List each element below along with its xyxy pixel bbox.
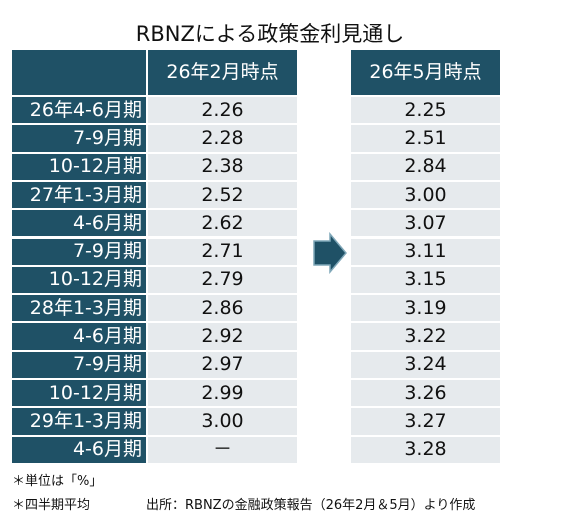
value-cell: 2.62 [148,210,297,237]
row-label: 7-9月期 [12,351,146,378]
row-label: 7-9月期 [12,238,146,265]
value-cell: 2.25 [351,97,500,124]
value-cell: 2.71 [148,238,297,265]
row-label: 7-9月期 [12,125,146,152]
value-cell: 3.27 [351,408,500,435]
value-cell: 2.51 [351,125,500,152]
source: 出所：RBNZの金融政策報告（26年2月＆5月）より作成 [146,498,476,513]
row-label: 29年1-3月期 [12,408,146,435]
value-cell: 3.07 [351,210,500,237]
row-label: 10-12月期 [12,380,146,407]
row-label: 28年1-3月期 [12,295,146,322]
value-cell: 2.38 [148,153,297,180]
header-cell [12,50,146,95]
value-cell: 3.00 [148,408,297,435]
row-label: 4-6月期 [12,210,146,237]
value-cell: 3.28 [351,436,500,463]
row-label: 27年1-3月期 [12,181,146,209]
value-cell: 2.26 [148,97,297,124]
row-label: 10-12月期 [12,266,146,294]
row-label: 10-12月期 [12,153,146,180]
value-cell: 3.24 [351,351,500,378]
value-cell: 2.92 [148,323,297,350]
value-cell: 2.52 [148,181,297,209]
arrow [313,232,347,274]
row-label: 4-6月期 [12,323,146,350]
value-cell: 3.00 [351,181,500,209]
value-cell: 2.84 [351,153,500,180]
note: ＊四半期平均 [12,498,91,513]
header-cell: 26年2月時点 [148,50,297,95]
value-cell: 3.19 [351,295,500,322]
note: ＊単位は「%」 [12,474,103,489]
title: RBNZによる政策金利見通し [135,22,405,46]
value-cell: 2.28 [148,125,297,152]
row-label: 26年4-6月期 [12,97,146,124]
value-cell: 2.86 [148,295,297,322]
value-cell: 3.22 [351,323,500,350]
value-cell: 3.26 [351,380,500,407]
value-cell: 3.11 [351,238,500,265]
value-cell: 2.97 [148,351,297,378]
value-cell: 3.15 [351,266,500,294]
row-label: 4-6月期 [12,436,146,463]
value-cell: 2.99 [148,380,297,407]
header-cell: 26年5月時点 [351,50,500,95]
value-cell: － [148,436,297,463]
value-cell: 2.79 [148,266,297,294]
